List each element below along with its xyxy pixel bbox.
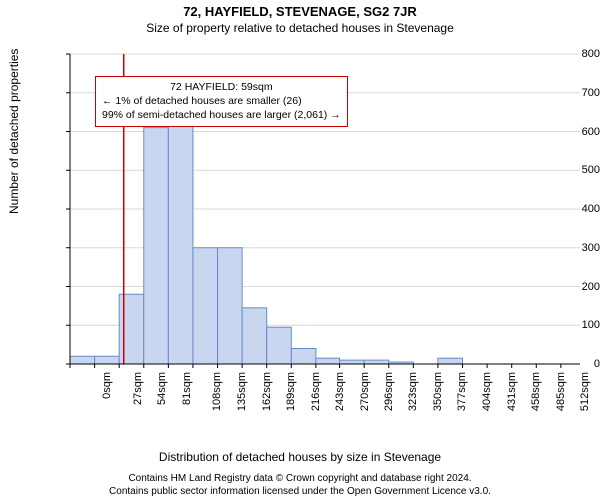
x-tick: 54sqm [156,372,168,405]
y-tick: 800 [538,48,600,60]
x-tick: 404sqm [481,372,493,411]
y-axis-label: Number of detached properties [7,49,21,214]
page-subtitle: Size of property relative to detached ho… [0,21,600,35]
x-tick: 189sqm [285,372,297,411]
y-tick: 700 [538,87,600,99]
y-tick: 600 [538,126,600,138]
x-axis-label: Distribution of detached houses by size … [0,450,600,464]
x-tick: 270sqm [359,372,371,411]
x-tick: 377sqm [456,372,468,411]
x-tick: 296sqm [383,372,395,411]
y-tick: 500 [538,164,600,176]
footer-attribution: Contains HM Land Registry data © Crown c… [0,472,600,498]
x-tick: 216sqm [310,372,322,411]
annotation-line3: 99% of semi-detached houses are larger (… [102,108,341,122]
annotation-box: 72 HAYFIELD: 59sqm ← 1% of detached hous… [95,76,348,127]
x-tick: 27sqm [132,372,144,405]
y-tick: 300 [538,242,600,254]
x-tick: 431sqm [506,372,518,411]
footer-line1: Contains HM Land Registry data © Crown c… [0,472,600,485]
annotation-line1: 72 HAYFIELD: 59sqm [102,80,341,94]
y-tick: 100 [538,319,600,331]
x-tick: 135sqm [236,372,248,411]
footer-line2: Contains public sector information licen… [0,485,600,498]
x-tick: 243sqm [334,372,346,411]
annotation-line2: ← 1% of detached houses are smaller (26) [102,94,341,108]
page-title: 72, HAYFIELD, STEVENAGE, SG2 7JR [0,4,600,19]
x-tick: 458sqm [530,372,542,411]
x-tick: 81sqm [181,372,193,405]
x-tick: 512sqm [579,372,591,411]
x-tick: 485sqm [555,372,567,411]
y-tick: 400 [538,203,600,215]
y-tick: 200 [538,281,600,293]
x-tick: 0sqm [101,372,113,399]
chart-container: Number of detached properties 0 100 200 300… [0,44,600,444]
x-tick: 108sqm [211,372,223,411]
x-tick: 323sqm [407,372,419,411]
y-tick: 0 [538,358,600,370]
x-tick: 162sqm [261,372,273,411]
x-tick: 350sqm [432,372,444,411]
